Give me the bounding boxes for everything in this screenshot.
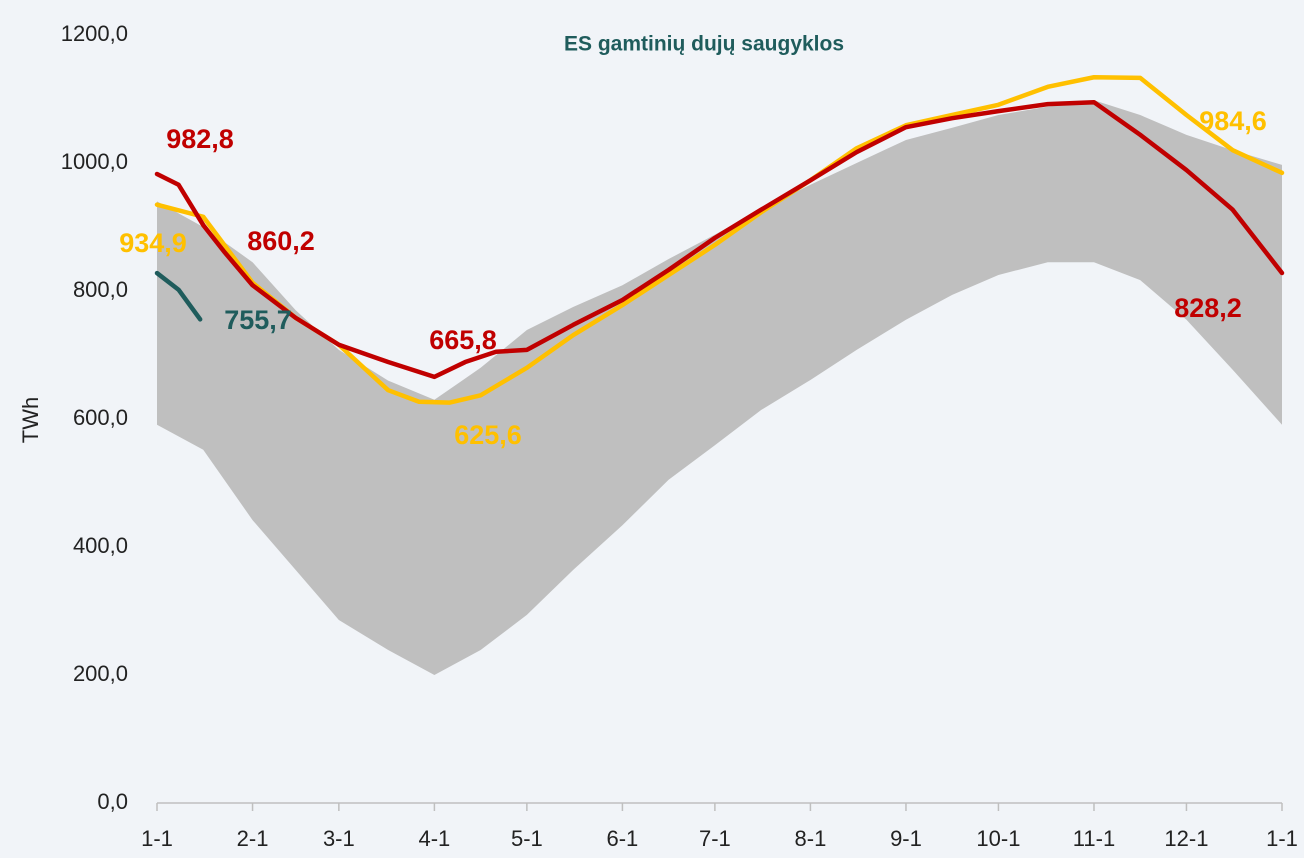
x-tick-label: 5-1	[511, 826, 543, 851]
x-tick-label: 8-1	[795, 826, 827, 851]
x-tick-label: 12-1	[1164, 826, 1208, 851]
x-tick-label: 1-1	[141, 826, 173, 851]
y-tick-label: 800,0	[73, 277, 128, 302]
data-label: 982,8	[166, 124, 234, 154]
y-tick-label: 600,0	[73, 405, 128, 430]
data-label: 984,6	[1199, 106, 1267, 136]
x-tick-label: 1-1	[1266, 826, 1298, 851]
series-line	[154, 270, 203, 322]
x-tick-label: 6-1	[607, 826, 639, 851]
data-label: 625,6	[454, 420, 522, 450]
series-line	[154, 99, 1285, 380]
series-line	[154, 74, 1285, 405]
x-tick-label: 11-1	[1073, 826, 1115, 851]
x-tick-label: 7-1	[699, 826, 731, 851]
range-band	[157, 100, 1282, 675]
y-axis-label: TWh	[18, 397, 43, 443]
y-tick-label: 1000,0	[61, 149, 128, 174]
data-label: 755,7	[224, 305, 292, 335]
data-label: 860,2	[247, 226, 315, 256]
chart-title: ES gamtinių dujų saugyklos	[564, 33, 844, 56]
x-tick-label: 4-1	[418, 826, 450, 851]
y-tick-label: 1200,0	[61, 21, 128, 46]
data-label: 828,2	[1174, 293, 1242, 323]
y-tick-label: 400,0	[73, 533, 128, 558]
x-tick-label: 3-1	[323, 826, 355, 851]
data-label: 665,8	[429, 325, 497, 355]
x-tick-label: 9-1	[890, 826, 922, 851]
data-label: 934,9	[119, 228, 187, 258]
x-tick-label: 2-1	[237, 826, 269, 851]
y-tick-label: 200,0	[73, 661, 128, 686]
x-tick-label: 10-1	[976, 826, 1020, 851]
y-tick-label: 0,0	[97, 789, 128, 814]
